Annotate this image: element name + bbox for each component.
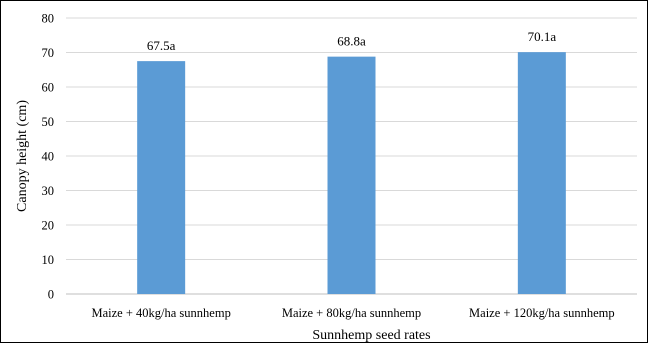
- x-category-label: Maize + 120kg/ha sunnhemp: [469, 306, 615, 320]
- y-tick-label: 20: [42, 219, 55, 233]
- bar: [517, 52, 566, 294]
- y-axis-title: Canopy height (cm): [15, 100, 30, 212]
- data-label: 68.8a: [337, 34, 366, 49]
- data-label: 67.5a: [147, 38, 176, 53]
- x-axis-title: Sunnhemp seed rates: [312, 328, 430, 343]
- y-tick-label: 0: [48, 288, 54, 302]
- bar: [137, 61, 186, 294]
- x-category-label: Maize + 40kg/ha sunnhemp: [92, 306, 231, 320]
- y-tick-label: 40: [42, 150, 55, 164]
- y-tick-label: 30: [42, 184, 55, 198]
- y-tick-label: 80: [42, 12, 55, 26]
- y-tick-label: 50: [42, 115, 55, 129]
- bar: [327, 56, 376, 294]
- x-category-label: Maize + 80kg/ha sunnhemp: [282, 306, 421, 320]
- y-tick-label: 70: [42, 46, 55, 60]
- data-label: 70.1a: [528, 29, 557, 44]
- y-tick-label: 10: [42, 253, 55, 267]
- y-tick-label: 60: [42, 81, 55, 95]
